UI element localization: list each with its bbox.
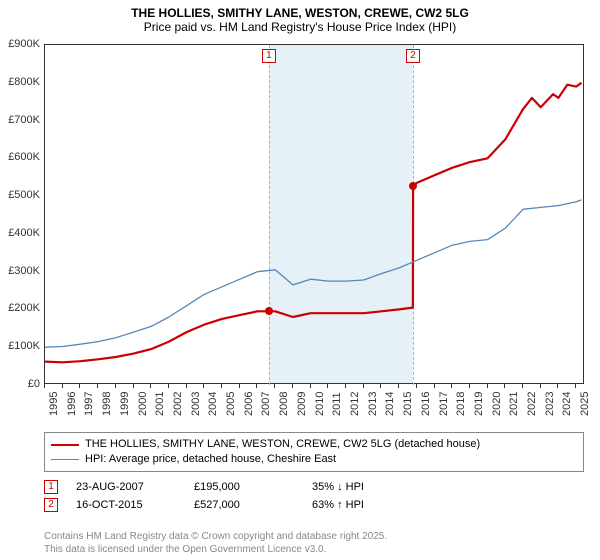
sale-delta: 63% ↑ HPI: [312, 499, 412, 511]
x-tick-label: 1997: [83, 392, 95, 416]
legend-swatch: [51, 459, 79, 460]
x-tick-label: 2017: [438, 392, 450, 416]
footer-line1: Contains HM Land Registry data © Crown c…: [44, 530, 387, 543]
x-tick-label: 1999: [119, 392, 131, 416]
x-tick-label: 2001: [154, 392, 166, 416]
x-tick-label: 2021: [508, 392, 520, 416]
x-tick-label: 2025: [579, 392, 591, 416]
sale-price: £195,000: [194, 481, 294, 493]
sale-date: 23-AUG-2007: [76, 481, 176, 493]
x-tick-label: 2007: [260, 392, 272, 416]
x-tick-label: 2019: [473, 392, 485, 416]
x-tick-label: 1996: [66, 392, 78, 416]
series-hpi: [45, 200, 582, 347]
sale-delta: 35% ↓ HPI: [312, 481, 412, 493]
x-tick-label: 2014: [384, 392, 396, 416]
x-tick-label: 2003: [190, 392, 202, 416]
x-tick-label: 2018: [455, 392, 467, 416]
x-tick-label: 2002: [172, 392, 184, 416]
footer: Contains HM Land Registry data © Crown c…: [44, 530, 387, 556]
x-tick-label: 2012: [349, 392, 361, 416]
x-tick-label: 2000: [137, 392, 149, 416]
sale-point: [409, 182, 417, 190]
x-tick-label: 2020: [491, 392, 503, 416]
y-tick-label: £0: [0, 378, 40, 390]
sale-row-marker: 2: [44, 498, 58, 512]
y-tick-label: £200K: [0, 302, 40, 314]
x-tick-label: 2013: [367, 392, 379, 416]
line-svg: [45, 45, 585, 385]
sales-table: 1 23-AUG-2007 £195,000 35% ↓ HPI 2 16-OCT-201…: [44, 478, 412, 514]
x-tick-label: 2011: [331, 392, 343, 416]
y-tick-label: £900K: [0, 38, 40, 50]
sale-marker-label: 2: [406, 49, 420, 63]
x-tick-label: 2016: [420, 392, 432, 416]
y-tick-label: £100K: [0, 340, 40, 352]
legend-item: HPI: Average price, detached house, Ches…: [51, 452, 577, 467]
x-tick-label: 2009: [296, 392, 308, 416]
x-tick-label: 2022: [526, 392, 538, 416]
x-tick-label: 2010: [314, 392, 326, 416]
legend: THE HOLLIES, SMITHY LANE, WESTON, CREWE,…: [44, 432, 584, 472]
sale-row-marker: 1: [44, 480, 58, 494]
x-tick-label: 2015: [402, 392, 414, 416]
y-tick-label: £800K: [0, 76, 40, 88]
x-tick-label: 1998: [101, 392, 113, 416]
sale-row: 2 16-OCT-2015 £527,000 63% ↑ HPI: [44, 496, 412, 514]
y-tick-label: £300K: [0, 265, 40, 277]
legend-swatch: [51, 444, 79, 446]
y-tick-label: £500K: [0, 189, 40, 201]
plot-area: 12: [44, 44, 584, 384]
sale-point: [265, 307, 273, 315]
x-tick-label: 2005: [225, 392, 237, 416]
sale-date: 16-OCT-2015: [76, 499, 176, 511]
y-tick-label: £400K: [0, 227, 40, 239]
title-block: THE HOLLIES, SMITHY LANE, WESTON, CREWE,…: [0, 0, 600, 34]
sale-marker-label: 1: [262, 49, 276, 63]
legend-label: HPI: Average price, detached house, Ches…: [85, 452, 336, 467]
x-tick-label: 2008: [278, 392, 290, 416]
chart-container: THE HOLLIES, SMITHY LANE, WESTON, CREWE,…: [0, 0, 600, 560]
x-tick-label: 2004: [207, 392, 219, 416]
y-tick-label: £600K: [0, 151, 40, 163]
title-line2: Price paid vs. HM Land Registry's House …: [0, 20, 600, 34]
x-tick-label: 2006: [243, 392, 255, 416]
legend-item: THE HOLLIES, SMITHY LANE, WESTON, CREWE,…: [51, 437, 577, 452]
footer-line2: This data is licensed under the Open Gov…: [44, 543, 387, 556]
x-tick-label: 2023: [544, 392, 556, 416]
sale-row: 1 23-AUG-2007 £195,000 35% ↓ HPI: [44, 478, 412, 496]
title-line1: THE HOLLIES, SMITHY LANE, WESTON, CREWE,…: [0, 6, 600, 20]
y-tick-label: £700K: [0, 114, 40, 126]
x-tick-label: 2024: [561, 392, 573, 416]
series-price_paid: [45, 83, 582, 363]
x-tick-label: 1995: [48, 392, 60, 416]
legend-label: THE HOLLIES, SMITHY LANE, WESTON, CREWE,…: [85, 437, 480, 452]
sale-price: £527,000: [194, 499, 294, 511]
